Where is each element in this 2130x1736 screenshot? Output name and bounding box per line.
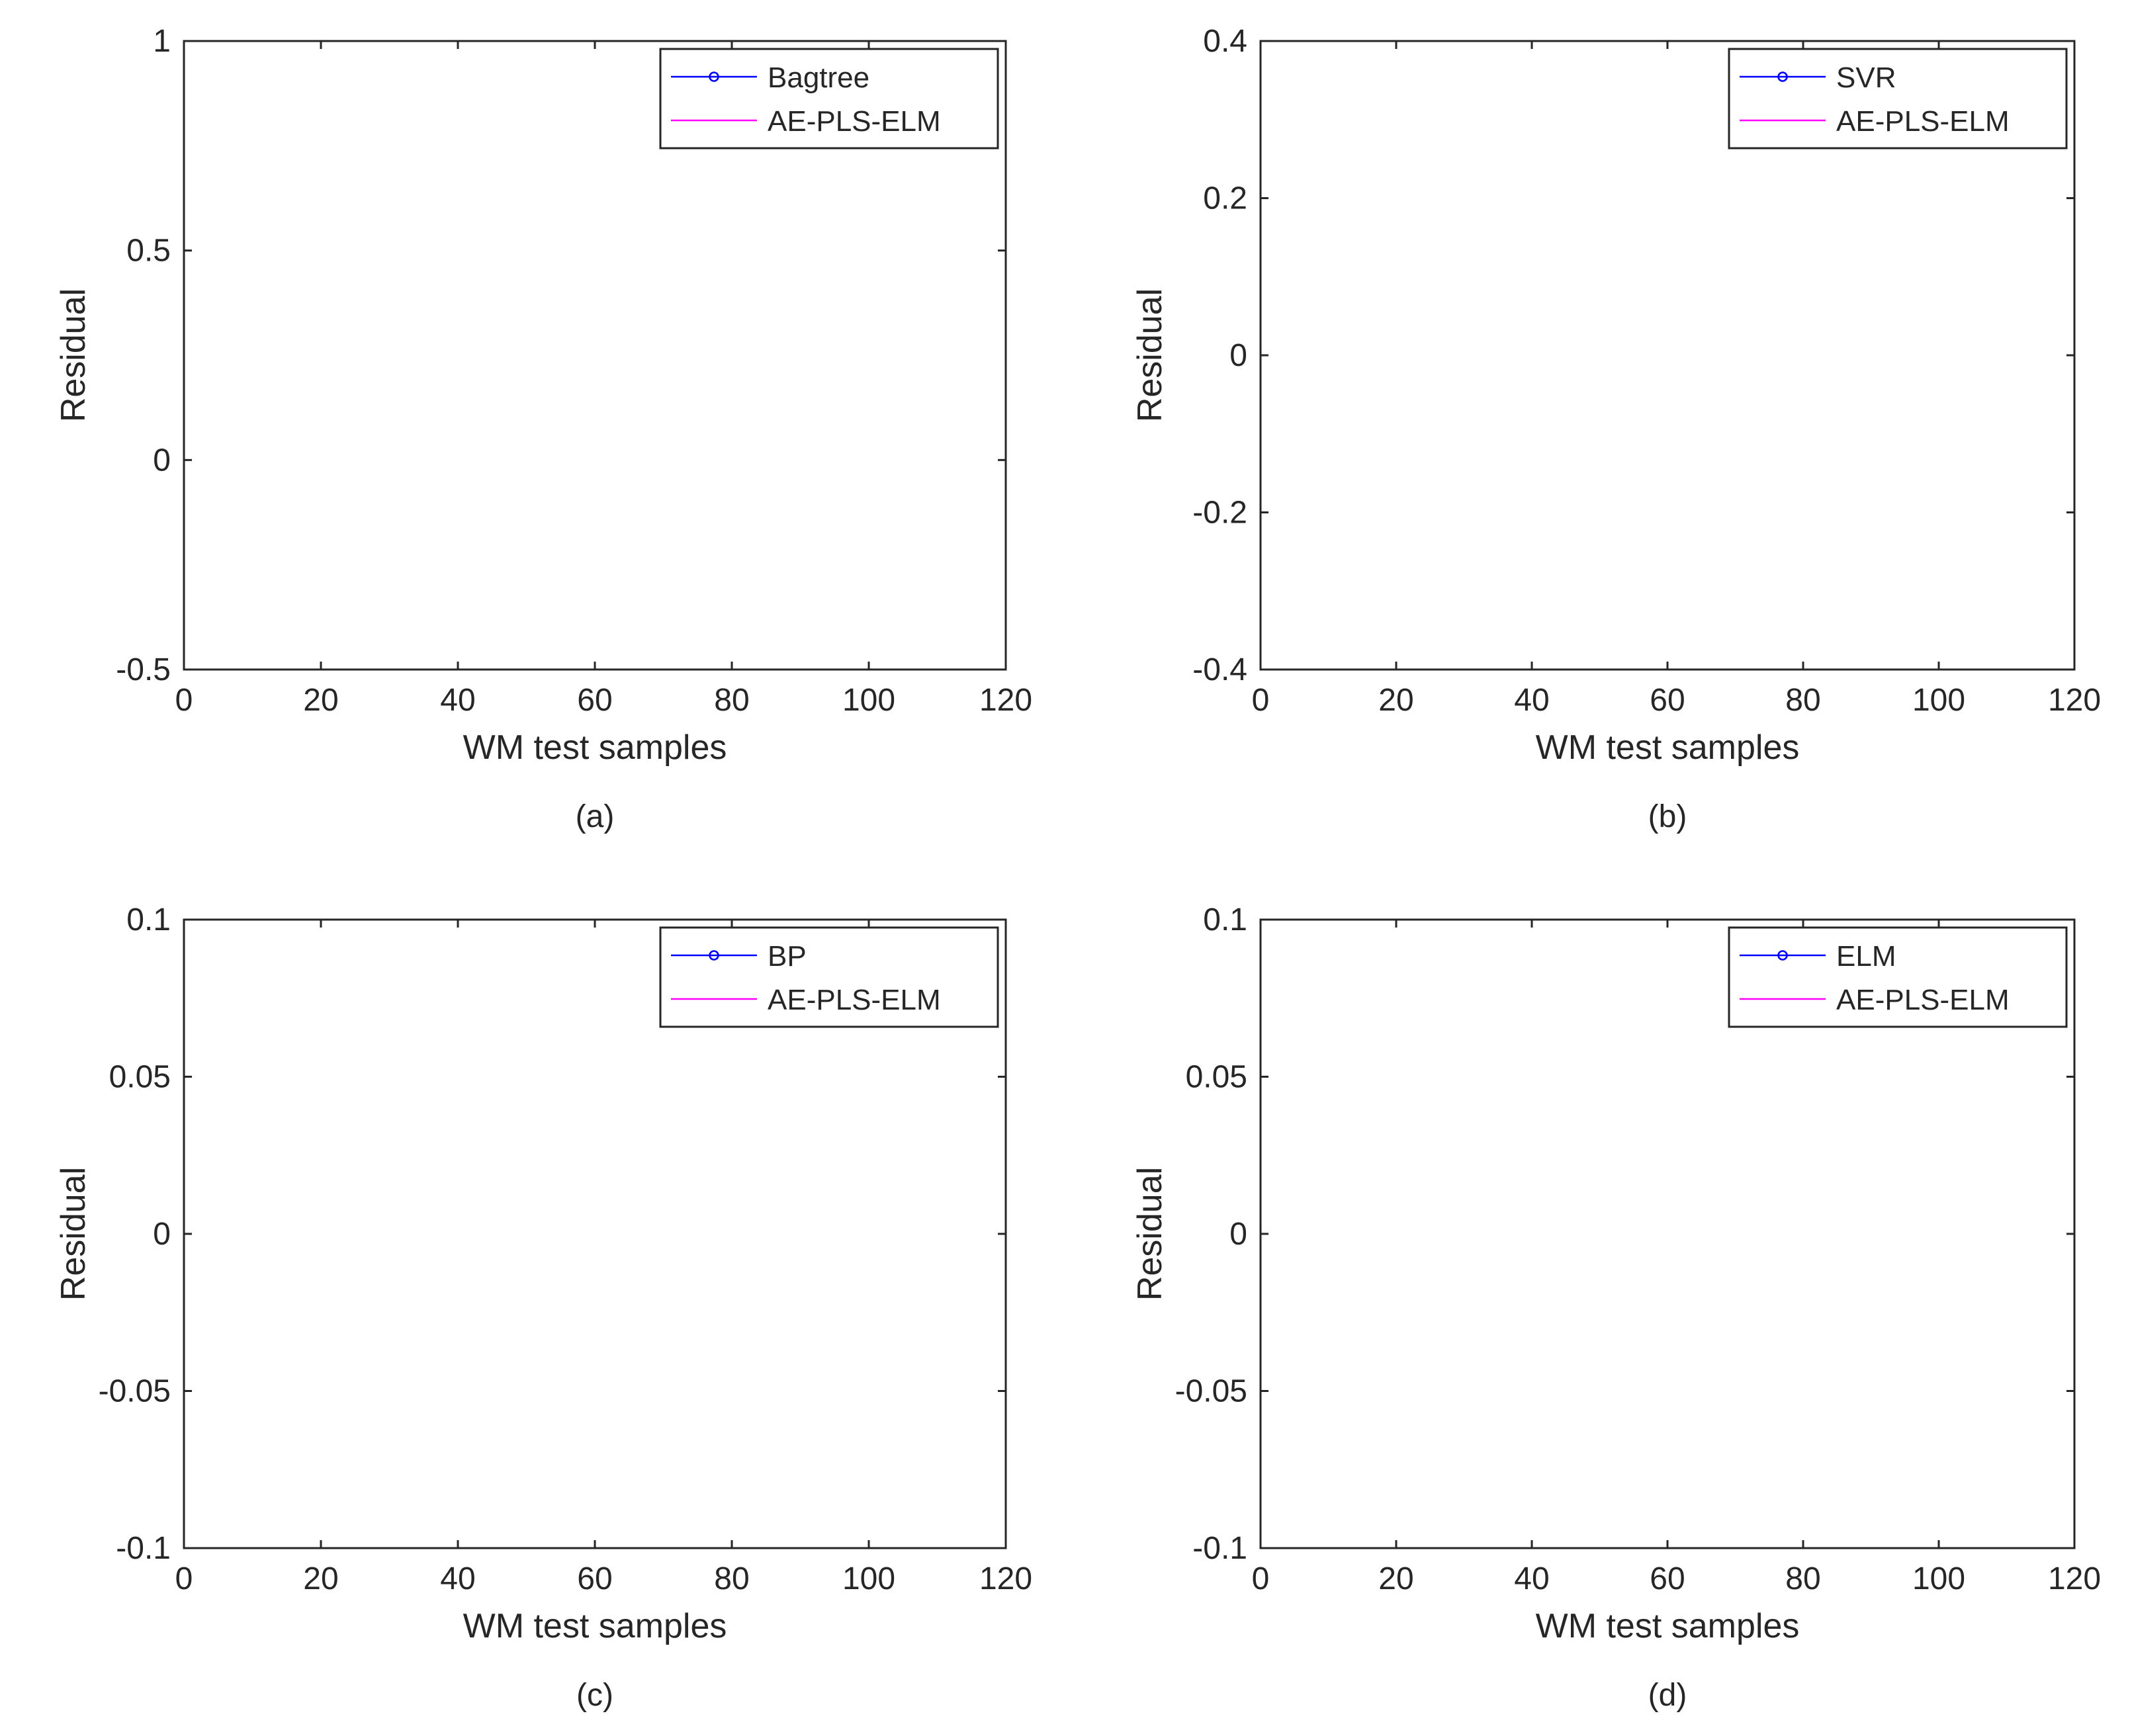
x-axis-label: WM test samples xyxy=(1536,1607,1800,1645)
chart-panel-b: 0 20 40 60 80 100 120 -0.4 -0.2 0 0.2 0.4 WM test sa… xyxy=(1131,24,2101,834)
y-tick-label: 0 xyxy=(1229,338,1247,373)
x-tick-label: 40 xyxy=(1514,1561,1549,1596)
x-tick-label: 60 xyxy=(577,1561,612,1596)
legend: BP AE-PLS-ELM xyxy=(659,926,999,1028)
legend: SVR AE-PLS-ELM xyxy=(1728,48,2068,150)
y-tick-label: 0.1 xyxy=(126,902,171,937)
x-tick-label: 20 xyxy=(303,683,338,718)
x-tick-label: 120 xyxy=(979,683,1032,718)
panel-caption: (a) xyxy=(576,799,615,834)
y-tick-label: -0.05 xyxy=(1175,1374,1247,1409)
y-axis-label: Residual xyxy=(1131,1167,1169,1301)
x-axis-label: WM test samples xyxy=(463,1607,727,1645)
x-tick-label: 60 xyxy=(577,683,612,718)
x-tick-label: 100 xyxy=(842,683,895,718)
panel-caption: (d) xyxy=(1648,1678,1687,1713)
y-tick-label: 0 xyxy=(153,443,171,478)
x-tick-label: 20 xyxy=(1378,683,1413,718)
x-tick-label: 120 xyxy=(2048,683,2101,718)
x-tick-label: 120 xyxy=(979,1561,1032,1596)
y-tick-label: 0.5 xyxy=(126,234,171,269)
y-tick-label: 0 xyxy=(1229,1217,1247,1252)
y-tick-label: 0.05 xyxy=(1186,1060,1247,1095)
chart-panel-c: 0 20 40 60 80 100 120 -0.1 -0.05 0 0.05 0.1 WM test … xyxy=(54,902,1032,1713)
y-axis-label: Residual xyxy=(54,288,93,422)
legend: ELM AE-PLS-ELM xyxy=(1728,926,2068,1028)
legend-box xyxy=(1728,926,2068,1028)
x-tick-label: 80 xyxy=(714,1561,749,1596)
legend-label: Bagtree xyxy=(768,62,869,94)
legend-label: SVR xyxy=(1836,62,1896,94)
legend-box xyxy=(659,48,999,150)
x-tick-label: 100 xyxy=(1912,1561,1965,1596)
x-tick-label: 20 xyxy=(303,1561,338,1596)
y-tick-label: -0.4 xyxy=(1192,652,1247,687)
y-tick-label: 1 xyxy=(153,24,171,59)
legend-marker xyxy=(709,71,719,82)
data-point xyxy=(899,1553,907,1562)
y-tick-label: 0.1 xyxy=(1203,902,1247,937)
x-tick-label: 80 xyxy=(714,683,749,718)
x-tick-label: 100 xyxy=(1912,683,1965,718)
legend-marker xyxy=(1777,71,1788,82)
y-tick-label: -0.05 xyxy=(99,1374,171,1409)
x-tick-label: 80 xyxy=(1785,683,1820,718)
legend-marker xyxy=(1777,950,1788,961)
x-tick-label: 80 xyxy=(1785,1561,1820,1596)
panel-caption: (c) xyxy=(576,1678,613,1713)
x-axis-label: WM test samples xyxy=(463,728,727,767)
legend-marker xyxy=(709,950,719,961)
y-tick-label: 0.05 xyxy=(109,1060,171,1095)
legend-box xyxy=(1728,48,2068,150)
y-axis-label: Residual xyxy=(1131,288,1169,422)
y-tick-label: -0.1 xyxy=(116,1531,171,1566)
x-axis-label: WM test samples xyxy=(1536,728,1800,767)
y-tick-label: 0.4 xyxy=(1203,24,1247,59)
y-tick-label: -0.5 xyxy=(116,652,171,687)
panel-caption: (b) xyxy=(1648,799,1687,834)
y-axis-label: Residual xyxy=(54,1167,93,1301)
legend-label: AE-PLS-ELM xyxy=(768,984,941,1016)
y-tick-label: -0.1 xyxy=(1192,1531,1247,1566)
x-tick-label: 0 xyxy=(1252,683,1270,718)
x-tick-label: 0 xyxy=(175,683,193,718)
chart-panel-d: 0 20 40 60 80 100 120 -0.1 -0.05 0 0.05 0.1 WM test … xyxy=(1131,902,2101,1713)
x-tick-label: 40 xyxy=(440,1561,475,1596)
legend-label: AE-PLS-ELM xyxy=(768,105,941,138)
legend-label: BP xyxy=(768,940,807,973)
x-tick-label: 120 xyxy=(2048,1561,2101,1596)
legend: Bagtree AE-PLS-ELM xyxy=(659,48,999,150)
legend-box xyxy=(659,926,999,1028)
x-tick-label: 100 xyxy=(842,1561,895,1596)
x-tick-label: 0 xyxy=(1252,1561,1270,1596)
x-tick-label: 60 xyxy=(1650,683,1685,718)
y-tick-label: 0 xyxy=(153,1217,171,1252)
x-tick-label: 20 xyxy=(1378,1561,1413,1596)
x-tick-label: 40 xyxy=(1514,683,1549,718)
x-tick-label: 40 xyxy=(440,683,475,718)
legend-label: ELM xyxy=(1836,940,1896,973)
legend-label: AE-PLS-ELM xyxy=(1836,105,2010,138)
y-tick-label: 0.2 xyxy=(1203,181,1247,216)
y-tick-label: -0.2 xyxy=(1192,496,1247,531)
legend-label: AE-PLS-ELM xyxy=(1836,984,2010,1016)
x-tick-label: 60 xyxy=(1650,1561,1685,1596)
x-tick-label: 0 xyxy=(175,1561,193,1596)
